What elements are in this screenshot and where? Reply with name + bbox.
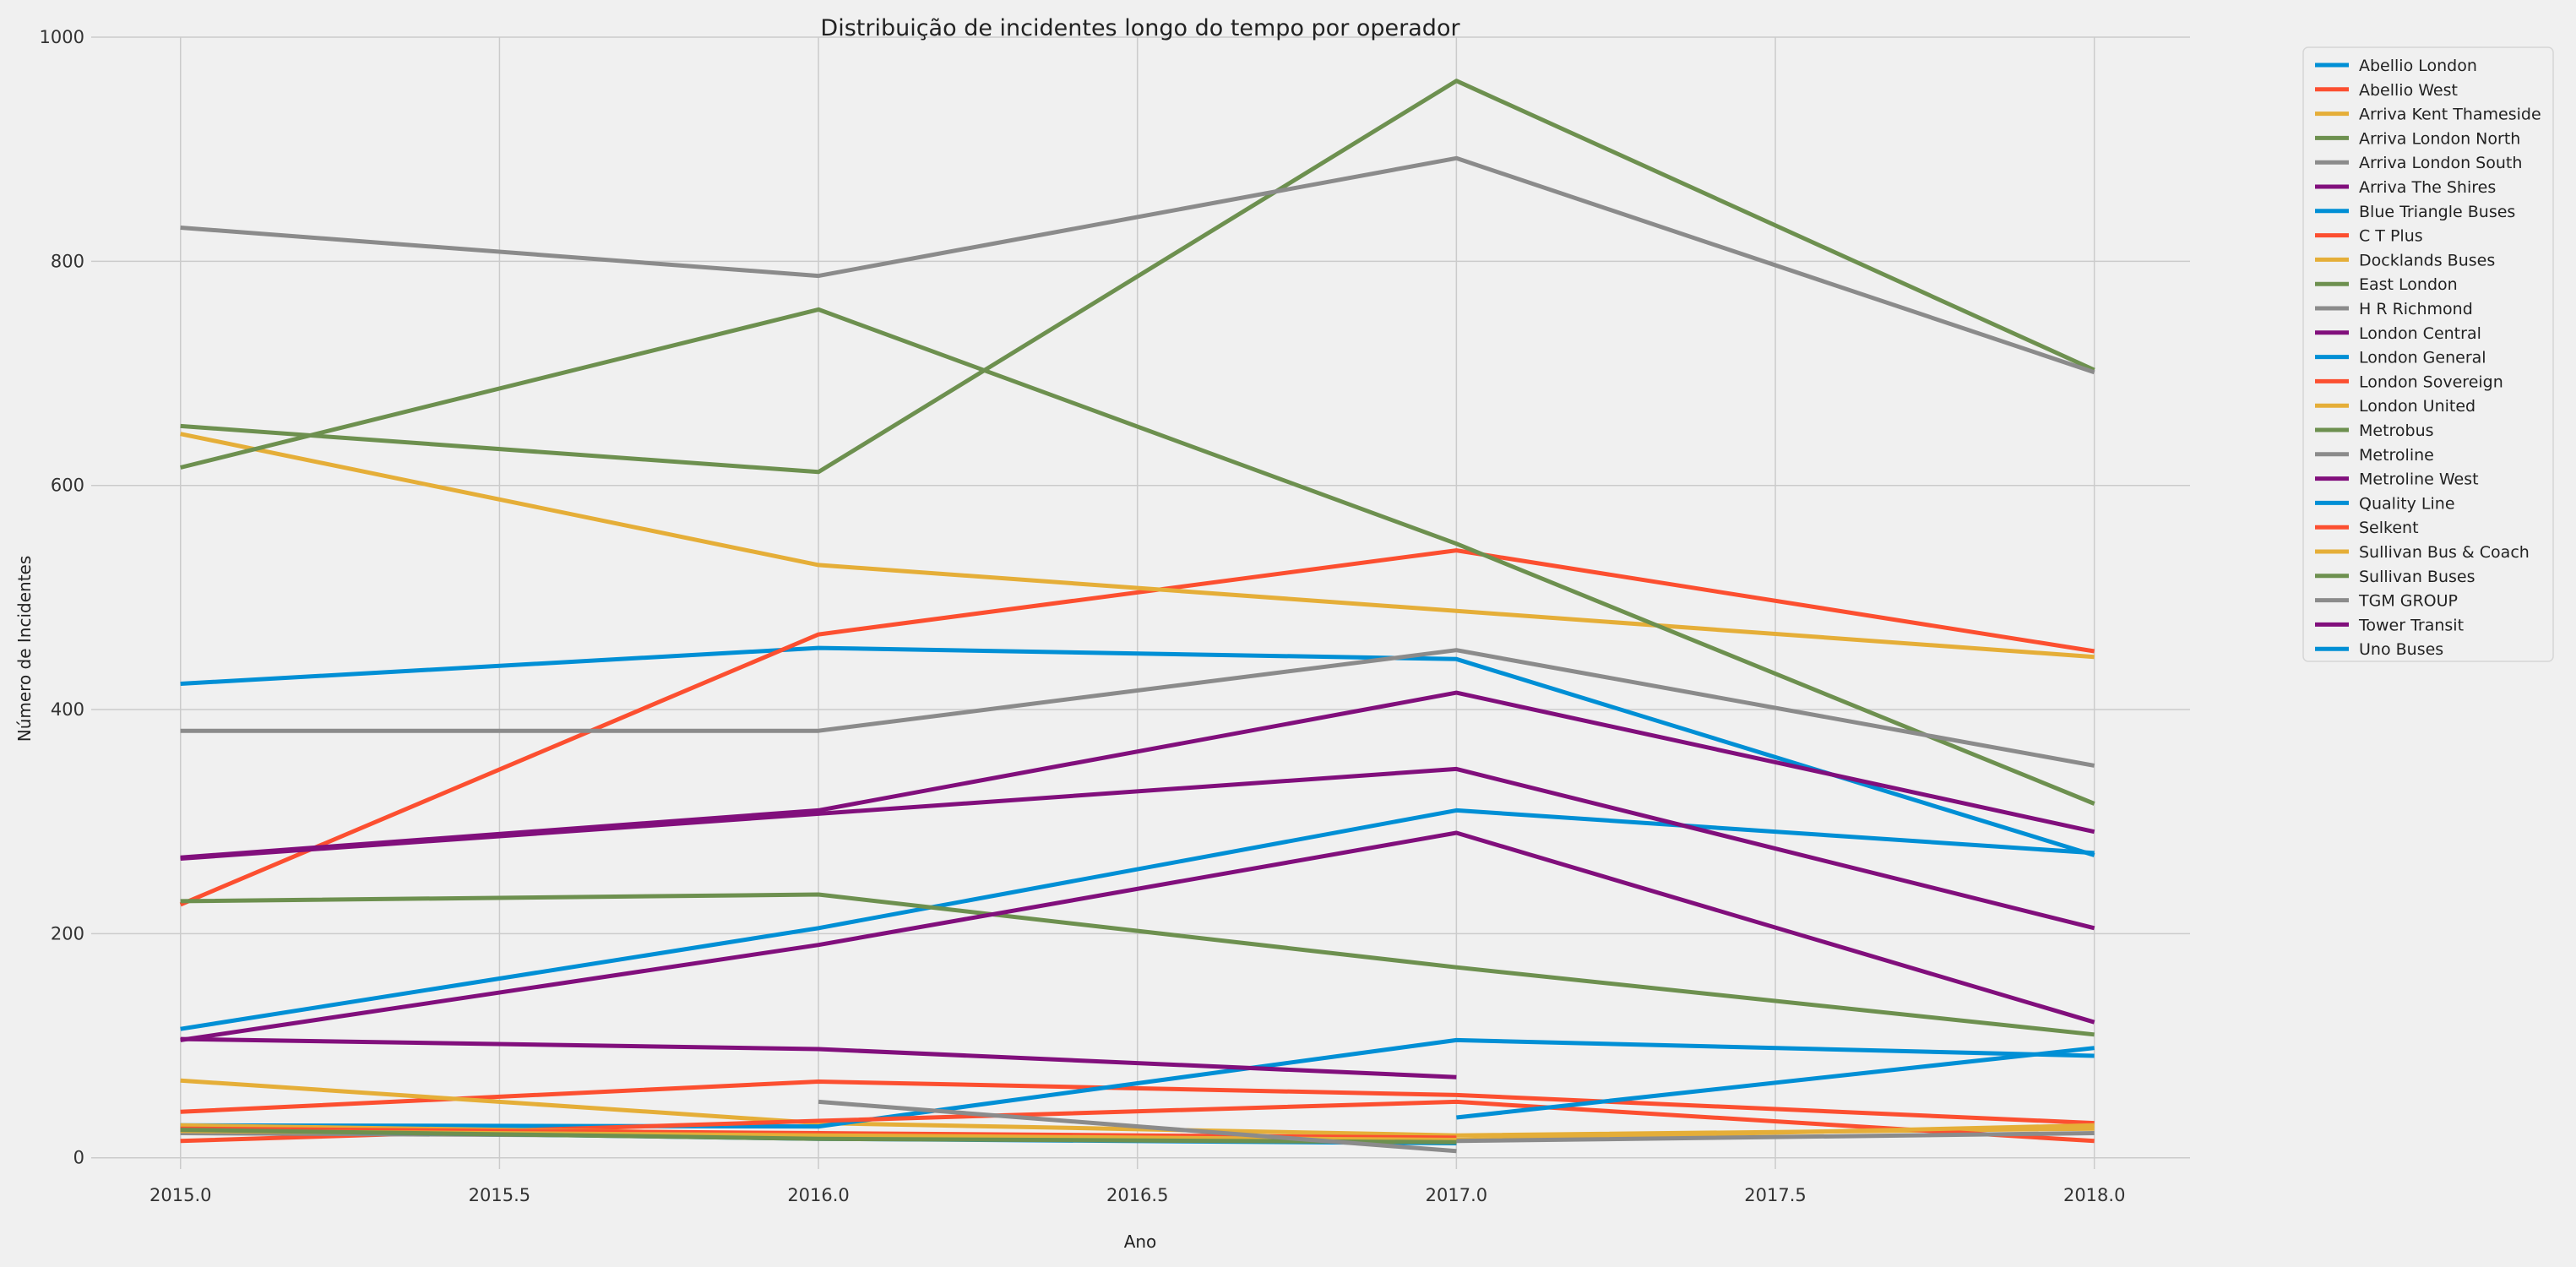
legend-entry: Arriva London North [2315,129,2520,148]
y-tick-label: 400 [51,699,84,720]
legend-entry: Tower Transit [2315,616,2464,634]
legend-entry: Quality Line [2315,494,2455,513]
y-tick-label: 1000 [40,27,84,47]
legend-label: East London [2359,275,2458,294]
x-tick-label: 2018.0 [2063,1185,2125,1205]
legend-label: Arriva Kent Thameside [2359,106,2541,124]
legend-label: TGM GROUP [2358,592,2458,611]
legend-entry: Selkent [2315,519,2419,537]
legend-entry: London United [2315,397,2475,416]
series-line [180,155,2095,375]
legend-entry: Blue Triangle Buses [2315,203,2515,221]
legend-entry: Sullivan Bus & Coach [2315,543,2530,562]
legend-label: Sullivan Bus & Coach [2359,543,2530,562]
y-tick-label: 600 [51,476,84,496]
series-line [180,648,2095,768]
y-tick-label: 0 [73,1148,84,1168]
legend-entry: Abellio London [2315,57,2477,75]
legend: Abellio London Abellio West Arriva Kent Th… [2302,46,2554,662]
legend-label: Abellio West [2359,81,2458,100]
legend-frame [2302,46,2554,662]
legend-entry: Arriva The Shires [2315,178,2496,197]
legend-entry: Metroline West [2315,470,2479,489]
legend-label: London Central [2359,324,2481,343]
x-tick-label: 2015.5 [469,1185,530,1205]
tick-labels: 2015.0 2015.5 2016.0 2016.5 2017.0 2017.5 2018… [40,27,2126,1205]
y-tick-label: 200 [51,923,84,943]
legend-entry: Docklands Buses [2315,251,2495,269]
series-lines [179,79,2095,1154]
legend-label: Metrobus [2359,421,2434,440]
series-line [179,548,2095,907]
series-line [180,79,2095,475]
series-line [1456,1046,2095,1120]
series-line [180,1079,2095,1126]
legend-label: C T Plus [2359,227,2423,246]
series-line [180,766,2095,931]
legend-entry: Sullivan Buses [2315,568,2475,586]
series-line [818,1099,1457,1154]
legend-entry: TGM GROUP [2315,592,2458,611]
legend-label: Blue Triangle Buses [2359,203,2515,221]
legend-label: London United [2359,397,2475,416]
legend-label: London General [2359,349,2486,367]
legend-entry: Abellio West [2315,81,2458,100]
x-axis-label: Ano [1124,1232,1157,1252]
series-line [180,1128,1457,1145]
legend-entry: Metroline [2315,446,2434,465]
x-tick-label: 2017.0 [1426,1185,1487,1205]
legend-label: Uno Buses [2359,640,2443,659]
series-line [180,830,2095,1042]
x-tick-label: 2017.5 [1744,1185,1806,1205]
legend-label: London Sovereign [2359,372,2503,391]
legend-entry: London Central [2315,324,2481,343]
x-tick-label: 2016.0 [787,1185,849,1205]
legend-label: Selkent [2359,519,2419,537]
legend-entry: London General [2315,349,2486,367]
legend-entry: C T Plus [2315,227,2423,246]
legend-entry: East London [2315,275,2458,294]
legend-label: Arriva The Shires [2359,178,2496,197]
series-line [180,1037,2095,1129]
series-line [180,808,2095,1031]
legend-label: Sullivan Buses [2359,568,2475,586]
series-line [180,690,2095,860]
legend-label: Docklands Buses [2359,251,2495,269]
series-line [180,645,2095,857]
legend-label: Abellio London [2359,57,2477,75]
series-line [180,892,2095,1037]
plot-area [91,37,2190,1169]
legend-label: Metroline West [2359,470,2479,489]
legend-label: Arriva London North [2359,129,2520,148]
series-line [180,307,2095,806]
legend-entry: Metrobus [2315,421,2434,440]
x-tick-label: 2015.0 [149,1185,211,1205]
legend-label: Tower Transit [2358,616,2464,634]
legend-label: Quality Line [2359,494,2455,513]
legend-entry: Uno Buses [2315,640,2443,659]
y-tick-label: 800 [51,251,84,271]
y-axis-label: Número de Incidentes [14,556,35,742]
legend-entry: London Sovereign [2315,372,2503,391]
legend-entry: Arriva London South [2315,154,2522,172]
legend-label: Arriva London South [2359,154,2522,172]
legend-label: Metroline [2359,446,2434,465]
legend-entry: H R Richmond [2315,300,2473,318]
series-line [180,432,2095,660]
series-line [180,1036,1457,1079]
legend-label: H R Richmond [2359,300,2473,318]
legend-entries: Abellio London Abellio West Arriva Kent Th… [2315,57,2541,659]
chart-title: Distribuição de incidentes longo do temp… [820,15,1460,41]
x-tick-label: 2016.5 [1106,1185,1168,1205]
legend-entry: Arriva Kent Thameside [2315,106,2541,124]
